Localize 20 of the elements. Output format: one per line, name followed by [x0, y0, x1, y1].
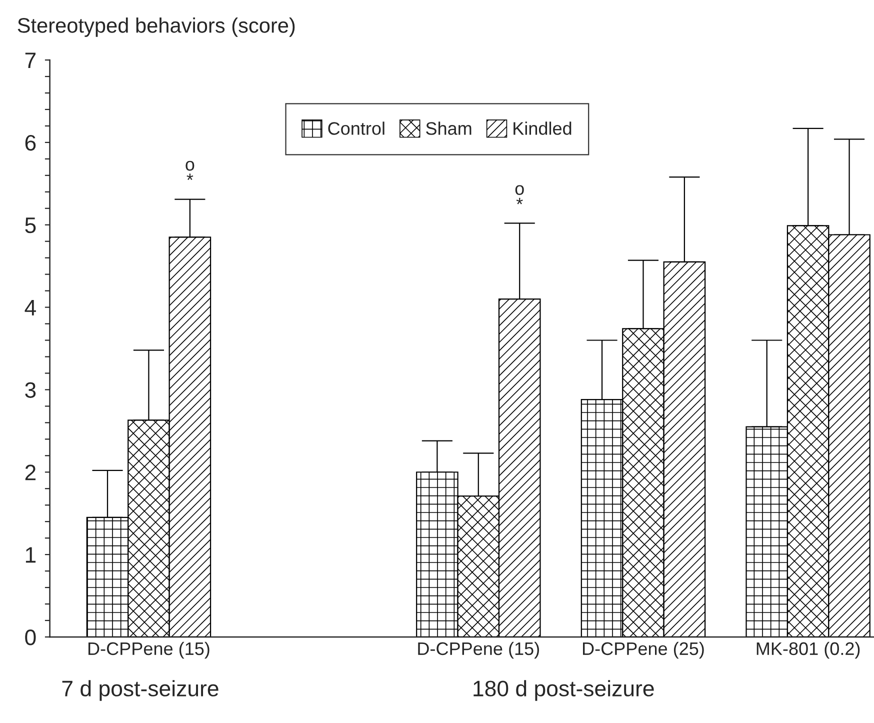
x-tick-label: D-CPPene (15) — [418, 642, 539, 659]
x-tick-label: D-CPPene (15) — [88, 642, 210, 659]
y-tick-label: 2 — [25, 464, 36, 480]
legend-label: Kindled — [514, 122, 572, 135]
text: 7 d post-seizure — [62, 680, 218, 701]
y-tick-label: 6 — [25, 134, 36, 151]
y-tick-label: 1 — [26, 547, 36, 563]
text: 180 d post-seizure — [474, 680, 654, 701]
y-tick-label: 5 — [25, 218, 36, 234]
y-tick-label: 0 — [25, 630, 36, 646]
x-tick-label: MK-801 (0.2) — [756, 642, 860, 659]
annotation: o * — [515, 185, 524, 204]
x-tick-label: D-CPPene (25) — [583, 642, 704, 659]
y-tick-label: 3 — [25, 382, 36, 398]
y-axis-title: Stereotyped behaviors (score) — [18, 18, 295, 37]
y-tick-label: 4 — [24, 300, 36, 316]
legend-label: Control — [328, 122, 384, 135]
legend-label: Sham — [426, 122, 472, 135]
annotation: o * — [186, 160, 194, 180]
y-tick-label: 7 — [25, 52, 36, 68]
